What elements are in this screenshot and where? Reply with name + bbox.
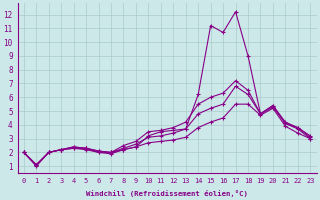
- X-axis label: Windchill (Refroidissement éolien,°C): Windchill (Refroidissement éolien,°C): [86, 190, 248, 197]
